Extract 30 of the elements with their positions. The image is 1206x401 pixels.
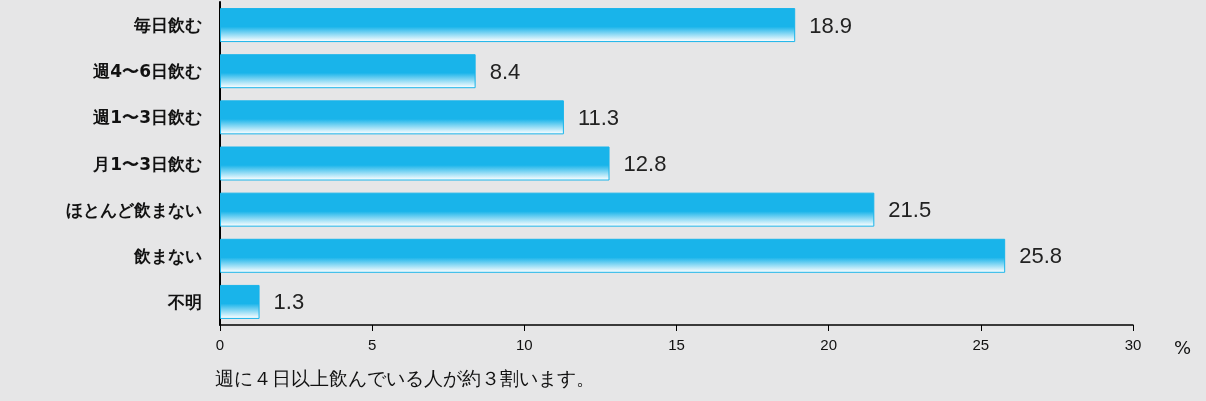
x-tick-label: 20 bbox=[820, 336, 838, 353]
y-tick-label: 週4〜6日飲む bbox=[92, 61, 202, 82]
bar bbox=[220, 100, 564, 135]
y-tick-label: 毎日飲む bbox=[133, 15, 202, 36]
x-tick-label: 10 bbox=[515, 336, 533, 353]
bar bbox=[220, 54, 476, 89]
x-tick-label: 25 bbox=[972, 336, 990, 353]
x-tick-label: 30 bbox=[1124, 336, 1142, 353]
y-tick-label: ほとんど飲まない bbox=[66, 199, 202, 220]
data-label: 12.8 bbox=[623, 151, 667, 176]
bar bbox=[220, 8, 796, 43]
x-tick-label: 5 bbox=[367, 336, 377, 353]
x-tick-label: 15 bbox=[668, 336, 685, 353]
bar bbox=[220, 284, 260, 319]
data-label: 1.3 bbox=[273, 289, 305, 315]
data-label: 8.4 bbox=[489, 58, 521, 84]
bar bbox=[220, 192, 875, 227]
data-label: 21.5 bbox=[888, 197, 932, 223]
bar bbox=[220, 146, 610, 181]
data-label: 25.8 bbox=[1019, 243, 1063, 269]
y-tick-label: 週1〜3日飲む bbox=[92, 107, 202, 128]
y-tick-label: 月1〜3日飲む bbox=[92, 153, 202, 174]
bar bbox=[220, 238, 1006, 273]
y-tick-label: 不明 bbox=[167, 291, 202, 312]
x-tick-label: 0 bbox=[215, 336, 225, 353]
y-tick-label: 飲まない bbox=[133, 245, 202, 266]
x-axis-title: % bbox=[1174, 336, 1192, 358]
text: 週に４日以上飲んでいる人が約３割います。 bbox=[215, 366, 595, 389]
data-label: 18.9 bbox=[809, 12, 853, 38]
data-label: 11.3 bbox=[577, 104, 620, 130]
